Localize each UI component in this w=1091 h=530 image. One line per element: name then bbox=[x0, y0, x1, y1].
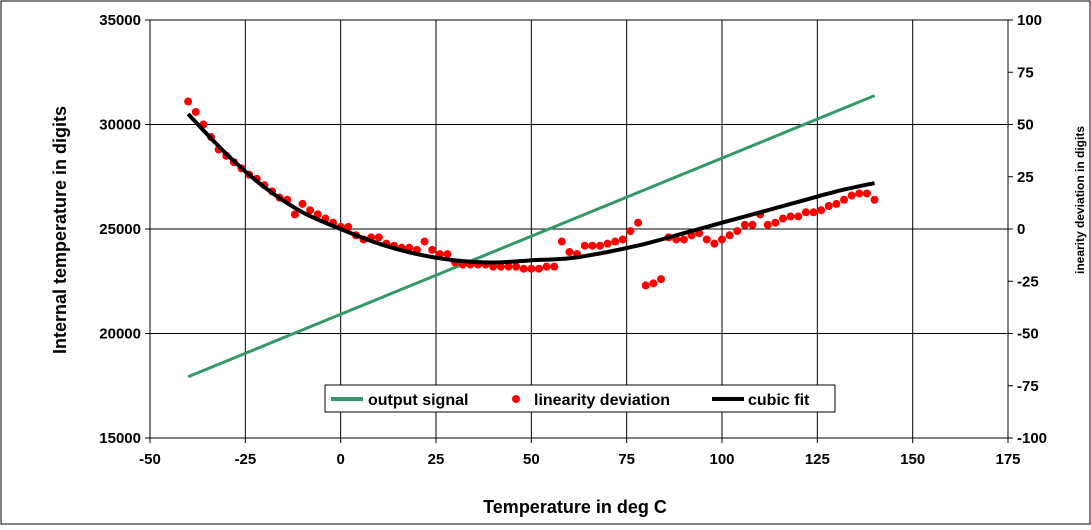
series-layer bbox=[184, 94, 879, 379]
data-point-linearity-deviation bbox=[725, 231, 734, 240]
x-axis-title: Temperature in deg C bbox=[483, 497, 667, 517]
data-point-linearity-deviation bbox=[420, 237, 429, 246]
y-axis-left-title: Internal temperature in digits bbox=[50, 106, 70, 354]
legend-label-linearity-deviation: linearity deviation bbox=[534, 392, 670, 409]
legend-label-output-signal: output signal bbox=[368, 392, 468, 409]
data-point-linearity-deviation bbox=[702, 235, 711, 244]
data-point-linearity-deviation bbox=[870, 195, 879, 204]
legend-swatch-linearity-deviation bbox=[512, 395, 520, 403]
data-point-linearity-deviation bbox=[641, 281, 650, 290]
data-point-linearity-deviation bbox=[809, 208, 818, 217]
y-right-tick-label: -50 bbox=[1017, 326, 1039, 343]
data-point-linearity-deviation bbox=[557, 237, 566, 246]
data-point-linearity-deviation bbox=[290, 210, 299, 219]
data-point-linearity-deviation bbox=[443, 250, 452, 259]
data-point-linearity-deviation bbox=[428, 245, 437, 254]
data-point-linearity-deviation bbox=[588, 241, 597, 250]
data-point-linearity-deviation bbox=[313, 210, 322, 219]
data-point-linearity-deviation bbox=[817, 206, 826, 215]
data-point-linearity-deviation bbox=[710, 239, 719, 248]
data-point-linearity-deviation bbox=[656, 275, 665, 284]
data-point-linearity-deviation bbox=[611, 237, 620, 246]
x-tick-label: -25 bbox=[234, 451, 256, 468]
data-point-linearity-deviation bbox=[763, 220, 772, 229]
y-right-tick-label: 100 bbox=[1017, 12, 1042, 29]
data-point-linearity-deviation bbox=[344, 222, 353, 231]
y-left-tick-label: 35000 bbox=[99, 12, 141, 29]
data-point-linearity-deviation bbox=[512, 262, 521, 271]
data-point-linearity-deviation bbox=[565, 247, 574, 256]
data-point-linearity-deviation bbox=[580, 241, 589, 250]
data-point-linearity-deviation bbox=[184, 97, 193, 106]
data-point-linearity-deviation bbox=[771, 218, 780, 227]
data-point-linearity-deviation bbox=[306, 206, 315, 215]
data-point-linearity-deviation bbox=[542, 262, 551, 271]
data-point-linearity-deviation bbox=[298, 199, 307, 208]
y-right-tick-label: -100 bbox=[1017, 430, 1047, 447]
legend-box bbox=[324, 384, 836, 413]
data-point-linearity-deviation bbox=[649, 279, 658, 288]
y-left-tick-label: 30000 bbox=[99, 117, 141, 134]
data-point-linearity-deviation bbox=[489, 262, 498, 271]
data-point-linearity-deviation bbox=[840, 195, 849, 204]
x-tick-label: 100 bbox=[709, 451, 734, 468]
data-point-linearity-deviation bbox=[496, 262, 505, 271]
y-left-tick-label: 20000 bbox=[99, 326, 141, 343]
data-point-linearity-deviation bbox=[832, 199, 841, 208]
data-point-linearity-deviation bbox=[603, 239, 612, 248]
x-tick-label: 175 bbox=[995, 451, 1020, 468]
data-point-linearity-deviation bbox=[374, 233, 383, 242]
data-point-linearity-deviation bbox=[847, 191, 856, 200]
data-point-linearity-deviation bbox=[862, 189, 871, 198]
x-tick-label: 0 bbox=[336, 451, 344, 468]
y-right-tick-label: 50 bbox=[1017, 117, 1034, 134]
legend-label-cubic-fit: cubic fit bbox=[748, 392, 810, 409]
x-tick-label: 75 bbox=[618, 451, 635, 468]
x-tick-label: 50 bbox=[523, 451, 540, 468]
data-point-linearity-deviation bbox=[519, 264, 528, 273]
series-line-output-signal bbox=[187, 94, 876, 379]
data-point-linearity-deviation bbox=[634, 218, 643, 227]
data-point-linearity-deviation bbox=[626, 227, 635, 236]
axis-ticks: -50 -25 0 25 50 75 100 125 150 175 15000 20000 25000… bbox=[99, 12, 1047, 468]
data-point-linearity-deviation bbox=[679, 235, 688, 244]
data-point-linearity-deviation bbox=[733, 227, 742, 236]
x-tick-label: 150 bbox=[900, 451, 925, 468]
data-point-linearity-deviation bbox=[527, 264, 536, 273]
y-left-tick-label: 15000 bbox=[99, 430, 141, 447]
data-point-linearity-deviation bbox=[786, 212, 795, 221]
data-point-linearity-deviation bbox=[595, 241, 604, 250]
data-point-linearity-deviation bbox=[191, 107, 200, 116]
x-tick-label: 125 bbox=[805, 451, 830, 468]
data-point-linearity-deviation bbox=[801, 208, 810, 217]
data-point-linearity-deviation bbox=[740, 220, 749, 229]
data-point-linearity-deviation bbox=[550, 262, 559, 271]
data-point-linearity-deviation bbox=[618, 235, 627, 244]
data-point-linearity-deviation bbox=[504, 262, 513, 271]
y-right-tick-label: 0 bbox=[1017, 221, 1025, 238]
y-axis-right-title: inearity deviation in digits bbox=[1073, 126, 1087, 274]
x-tick-label: 25 bbox=[428, 451, 445, 468]
data-point-linearity-deviation bbox=[824, 202, 833, 211]
y-right-tick-label: 75 bbox=[1017, 64, 1034, 81]
legend: output signal linearity deviation cubic … bbox=[324, 384, 836, 413]
data-point-linearity-deviation bbox=[748, 220, 757, 229]
y-left-tick-label: 25000 bbox=[99, 221, 141, 238]
data-point-linearity-deviation bbox=[534, 264, 543, 273]
data-point-linearity-deviation bbox=[718, 235, 726, 244]
data-point-linearity-deviation bbox=[779, 214, 788, 223]
data-point-linearity-deviation bbox=[794, 212, 803, 221]
y-right-tick-label: -75 bbox=[1017, 378, 1039, 395]
y-right-tick-label: 25 bbox=[1017, 169, 1034, 186]
series-line-cubic-fit bbox=[186, 112, 875, 265]
x-tick-label: -50 bbox=[139, 451, 161, 468]
y-right-tick-label: -25 bbox=[1017, 273, 1039, 290]
data-point-linearity-deviation bbox=[855, 189, 864, 198]
